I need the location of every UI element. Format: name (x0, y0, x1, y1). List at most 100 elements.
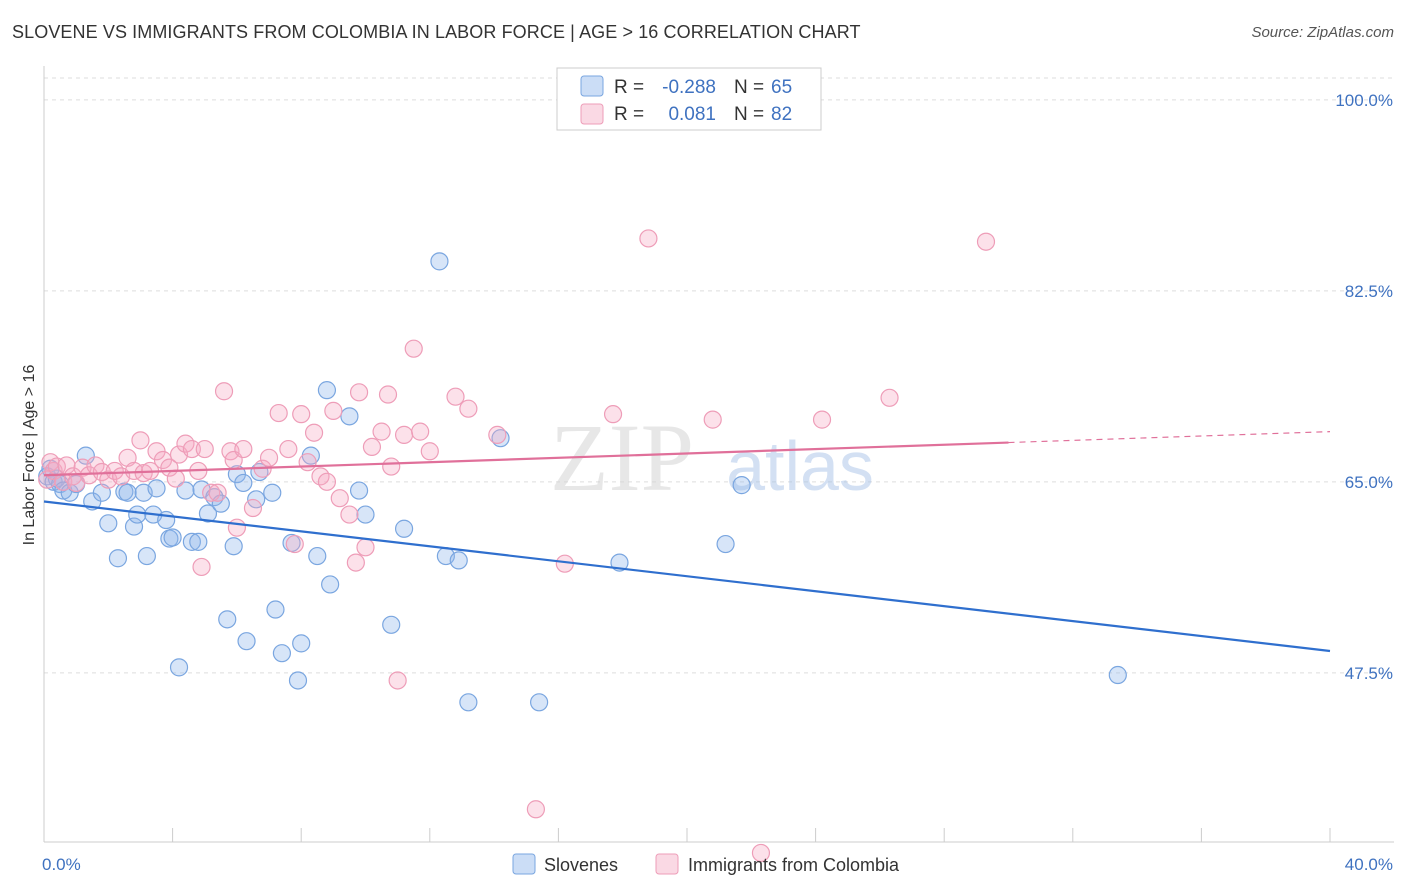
colombia-point-35 (227, 518, 246, 537)
slovenes-point-56 (449, 551, 468, 570)
bottom-legend: Slovenes Immigrants from Colombia (512, 853, 900, 875)
slovenes-trend-line (43, 500, 1331, 653)
chart-title: SLOVENE VS IMMIGRANTS FROM COLOMBIA IN L… (12, 22, 861, 42)
y-tick-label-3: 47.5% (1345, 664, 1393, 683)
legend-swatch-pink (580, 103, 604, 125)
colombia-point-69 (639, 229, 658, 248)
colombia-point-48 (324, 401, 343, 420)
colombia-point-41 (279, 439, 298, 459)
slovenes-point-39 (263, 483, 282, 502)
colombia-point-70 (703, 410, 722, 429)
colombia-point-21 (153, 450, 173, 470)
colombia-point-56 (378, 385, 398, 404)
slovenes-point-23 (163, 528, 182, 547)
colombia-point-50 (340, 505, 359, 524)
colombia-point-59 (394, 425, 414, 444)
series-colombia-points (38, 229, 996, 863)
colombia-point-61 (411, 422, 430, 441)
colombia-point-53 (356, 538, 375, 557)
slovenes-point-48 (321, 575, 340, 594)
slovenes-point-52 (382, 615, 401, 634)
colombia-point-58 (388, 671, 407, 690)
colombia-point-64 (459, 399, 478, 418)
slovenes-point-15 (124, 517, 144, 536)
slovenes-point-59 (530, 693, 549, 712)
legend-box (556, 67, 822, 131)
colombia-point-23 (166, 469, 185, 488)
colombia-point-43 (292, 405, 311, 424)
y-tick-label-2: 65.0% (1345, 473, 1393, 492)
slovenes-point-25 (176, 481, 195, 500)
x-tick-labels: 0.0% 40.0% (42, 855, 1393, 874)
colombia-trend-line (43, 441, 1009, 477)
slovenes-point-51 (356, 505, 375, 524)
slovenes-point-54 (430, 252, 449, 271)
colombia-point-72 (880, 388, 899, 407)
colombia-point-26 (182, 439, 201, 459)
colombia-point-51 (346, 553, 365, 572)
slovenes-point-63 (1108, 665, 1127, 685)
slovenes-point-61 (716, 534, 735, 554)
x-tick-label-1: 40.0% (1345, 855, 1393, 874)
colombia-point-63 (446, 387, 465, 406)
slovenes-point-27 (189, 532, 208, 551)
slovenes-point-8 (76, 446, 95, 465)
slovenes-point-50 (349, 481, 369, 500)
colombia-point-44 (298, 453, 317, 472)
colombia-point-17 (131, 431, 150, 450)
bottom-legend-label-colombia: Immigrants from Colombia (688, 855, 900, 875)
slovenes-point-12 (108, 549, 128, 568)
slovenes-point-47 (317, 381, 337, 400)
colombia-point-39 (259, 448, 279, 467)
colombia-point-45 (304, 423, 324, 442)
slovenes-point-33 (224, 537, 243, 556)
watermark-atlas: atlas (726, 427, 874, 505)
colombia-point-37 (243, 498, 263, 518)
legend-n-value-2: 82 (771, 104, 792, 125)
slovenes-point-29 (198, 504, 218, 523)
colombia-point-49 (330, 489, 349, 508)
grid-lines (44, 77, 1394, 674)
legend-r-label-2: R = (614, 104, 644, 125)
slovenes-point-57 (459, 693, 478, 712)
colombia-point-65 (488, 425, 507, 444)
colombia-point-62 (420, 442, 439, 461)
axes (43, 66, 1394, 843)
slovenes-point-14 (118, 483, 137, 502)
colombia-point-29 (195, 439, 214, 459)
slovenes-point-10 (92, 483, 111, 502)
y-tick-labels: 100.0% 82.5% 65.0% 47.5% (1335, 91, 1393, 683)
slovenes-point-35 (234, 473, 253, 493)
colombia-point-32 (214, 382, 234, 401)
legend-n-label-1: N = (734, 77, 764, 98)
legend-r-label-1: R = (614, 77, 644, 98)
colombia-point-15 (118, 448, 137, 467)
legend-r-value-1: -0.288 (662, 77, 716, 98)
slovenes-point-44 (292, 634, 311, 653)
bottom-legend-label-slovenes: Slovenes (544, 855, 618, 875)
slovenes-point-49 (340, 407, 359, 426)
legend-swatch-blue (580, 75, 604, 97)
colombia-point-36 (234, 439, 253, 459)
legend-r-value-2: 0.081 (668, 104, 716, 125)
colombia-point-28 (192, 557, 211, 577)
slovenes-point-46 (308, 546, 327, 566)
slovenes-point-53 (394, 519, 414, 538)
slovenes-point-26 (182, 532, 201, 551)
bottom-legend-swatch-slovenes (512, 853, 536, 875)
colombia-point-66 (526, 800, 545, 819)
colombia-point-52 (349, 383, 369, 402)
colombia-point-31 (208, 483, 227, 502)
colombia-point-55 (372, 422, 391, 441)
slovenes-point-24 (169, 658, 189, 677)
colombia-point-40 (269, 403, 288, 423)
bottom-legend-swatch-colombia (655, 853, 679, 875)
slovenes-point-43 (288, 671, 308, 690)
slovenes-point-11 (99, 514, 118, 533)
slovenes-point-32 (218, 610, 237, 629)
colombia-point-42 (285, 534, 304, 554)
slovenes-point-16 (128, 505, 147, 524)
legend-n-value-1: 65 (771, 77, 792, 98)
slovenes-point-58 (491, 429, 510, 448)
